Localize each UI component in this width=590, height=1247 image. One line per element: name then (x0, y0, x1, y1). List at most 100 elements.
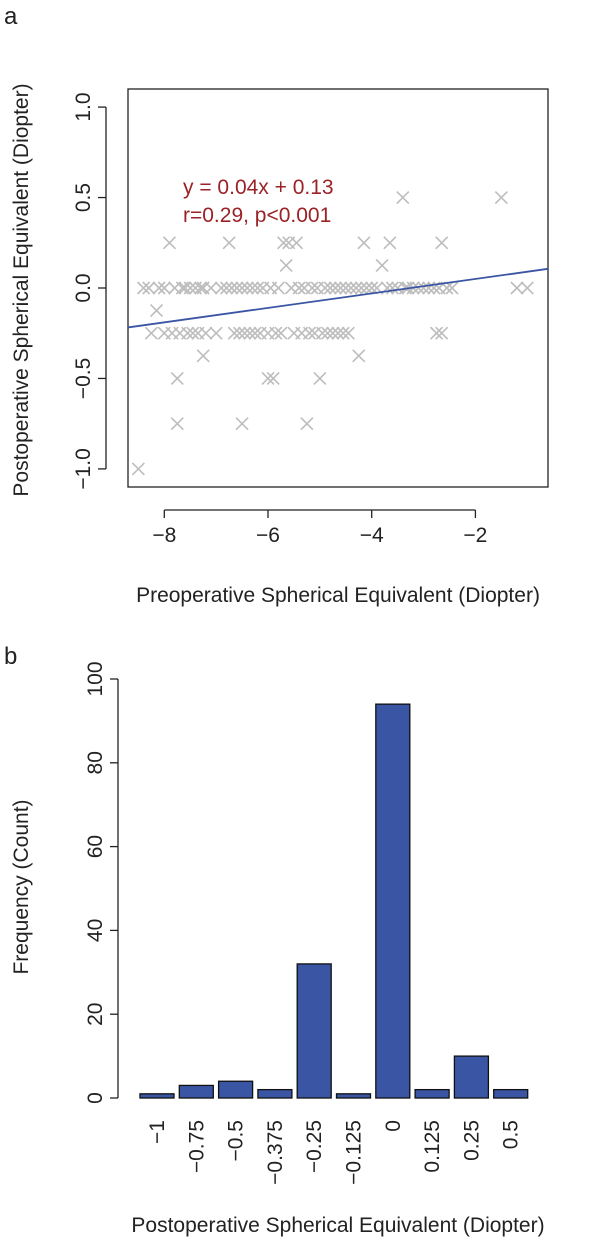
scatter-point (411, 281, 425, 295)
scatter-point-stroke (235, 281, 249, 295)
scatter-point (183, 281, 197, 295)
scatter-point-stroke (289, 236, 304, 250)
y-tick-label: 20 (84, 1003, 107, 1026)
scatter-point-stroke (315, 326, 330, 340)
scatter-point-stroke (204, 281, 218, 295)
scatter-point-stroke (359, 281, 374, 295)
bar (375, 703, 411, 1099)
scatter-point-stroke (520, 281, 534, 295)
scatter-point (251, 281, 265, 295)
scatter-point (162, 236, 177, 250)
scatter-point (214, 281, 228, 295)
scatter-point-stroke (170, 417, 184, 431)
scatter-point (204, 281, 218, 295)
panel-b-label: b (4, 643, 17, 670)
scatter-point (269, 326, 283, 340)
scatter-point-stroke (328, 281, 342, 295)
scatter-point-stroke (232, 326, 247, 340)
scatter-point (383, 236, 397, 250)
y-tick-label: −0.5 (72, 358, 95, 399)
scatter-point (331, 326, 345, 340)
scatter-point-stroke (357, 236, 371, 250)
bar-category-label: 0.125 (421, 1120, 444, 1173)
scatter-point-stroke (352, 349, 366, 363)
scatter-point (305, 281, 319, 295)
bar-category-label: 0.25 (460, 1120, 483, 1161)
scatter-point (136, 281, 151, 295)
x-tick-label: −2 (463, 524, 487, 547)
scatter-point-stroke (186, 326, 200, 340)
scatter-point (336, 326, 350, 340)
scatter-point-stroke (142, 281, 156, 295)
scatter-point (157, 281, 171, 295)
scatter-point-stroke (383, 236, 397, 250)
scatter-point-stroke (429, 326, 444, 340)
scatter-point (227, 326, 241, 340)
scatter-point-stroke (196, 349, 210, 363)
scatter-point (149, 304, 164, 318)
scatter-point (349, 281, 363, 295)
scatter-point (209, 326, 223, 340)
scatter-point-stroke (157, 281, 171, 295)
scatter-point-stroke (385, 281, 400, 295)
scatter-point (385, 281, 400, 295)
x-tick-label: −6 (256, 524, 280, 547)
scatter-point-stroke (344, 281, 358, 295)
scatter-point-stroke (183, 281, 197, 295)
scatter-point-stroke (313, 371, 327, 386)
bar-category-label: 0 (382, 1120, 405, 1132)
scatter-point-stroke (170, 371, 184, 386)
scatter-point (357, 236, 371, 250)
scatter-point-stroke (274, 326, 288, 340)
y-tick-label: 100 (84, 661, 107, 696)
scatter-point-stroke (323, 281, 337, 295)
scatter-point-stroke (248, 326, 262, 340)
bar (493, 1088, 529, 1099)
y-tick-label: 0.0 (72, 273, 95, 302)
scatter-point-stroke (261, 371, 275, 386)
scatter-point-stroke (131, 462, 145, 476)
scatter-point (510, 281, 524, 295)
scatter-point (276, 236, 291, 250)
scatter-point-stroke (214, 281, 228, 295)
scatter-point (334, 281, 348, 295)
bar (453, 1055, 490, 1099)
bar-y-axis: 0 20 40 60 80 100 (84, 661, 119, 1104)
scatter-point (232, 326, 247, 340)
y-tick-label: −1.0 (72, 448, 95, 489)
scatter-point (170, 417, 184, 431)
scatter-point (142, 281, 156, 295)
scatter-point-stroke (194, 281, 208, 295)
scatter-point-stroke (326, 326, 340, 340)
scatter-plot-frame (127, 88, 549, 488)
scatter-point (435, 236, 449, 250)
scatter-point (292, 281, 306, 295)
scatter-point-stroke (276, 236, 291, 250)
bar (217, 1080, 254, 1099)
scatter-point-stroke (199, 326, 213, 340)
scatter-point (318, 281, 332, 295)
scatter-point (396, 190, 410, 205)
regression-stats: r=0.29, p<0.001 (183, 204, 331, 227)
scatter-point (315, 326, 330, 340)
scatter-point (245, 281, 260, 295)
scatter-points (131, 190, 534, 476)
scatter-point (152, 281, 166, 295)
scatter-point (375, 258, 389, 272)
scatter-point (170, 371, 184, 386)
scatter-point-stroke (510, 281, 524, 295)
scatter-point (302, 326, 317, 340)
scatter-point (235, 281, 249, 295)
scatter-point (235, 417, 249, 431)
scatter-point-stroke (354, 281, 368, 295)
scatter-point-stroke (230, 281, 244, 295)
bar-category-label: −1 (146, 1120, 169, 1144)
scatter-point (328, 281, 342, 295)
scatter-point (131, 462, 145, 476)
scatter-point (238, 326, 252, 340)
scatter-point (248, 326, 262, 340)
scatter-point (323, 281, 337, 295)
bar-category-label: −0.375 (264, 1120, 287, 1185)
scatter-point-stroke (422, 281, 436, 295)
